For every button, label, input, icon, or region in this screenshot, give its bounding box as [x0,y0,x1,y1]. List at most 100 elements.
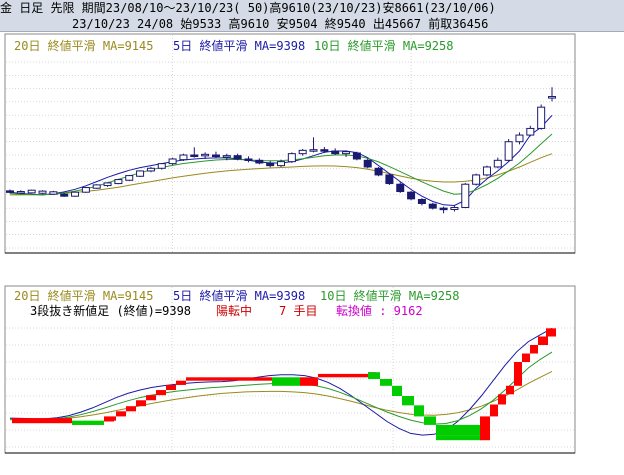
brick-down [392,385,402,396]
candle [125,174,134,181]
candle [309,137,318,153]
brick-up [538,336,548,345]
chart-header-line2: 23/10/23 24/08 始9533 高9610 安9504 終9540 出… [0,16,624,32]
candle-body-up [16,191,25,194]
candle [342,150,351,157]
top-panel-frame [4,33,576,254]
candle [136,170,145,177]
candle-body-up [27,189,36,194]
candle [472,173,481,186]
candle [439,206,448,214]
candle-body-down [385,174,394,185]
candle-body-down [428,203,437,209]
candle-body-up [298,149,307,155]
candle-body-up [201,153,210,157]
brick-down [272,377,300,386]
candle-body-up [222,155,231,158]
brick-up [156,390,166,396]
candle-body-down [244,158,253,161]
candle-body-up [71,191,80,197]
candle-body-up [548,96,556,99]
candle-body-up [309,149,318,152]
candle [385,173,394,185]
brick-up [490,404,498,417]
candle [515,132,524,145]
candle-body-up [277,161,285,167]
candle [49,190,58,195]
candle-body-up [179,154,188,161]
candle-body-down [417,199,426,204]
brick-up [522,353,530,362]
candle-body-down [320,149,329,152]
chart-header-line1: 金 日足 先限 期間23/08/10～23/10/23( 50)高9610(23… [0,0,624,17]
bottom-panel-grid [6,287,574,452]
top-panel-grid [6,35,574,252]
brick-down [436,424,480,436]
brick-up [116,411,126,417]
bottom-legend-ma10: 10日 終値平滑 MA=9258 [320,288,459,303]
candle [396,182,405,193]
brick-up [104,416,116,421]
brick-down [402,396,414,406]
brick-up [506,385,514,395]
bottom-ma-line-20 [10,370,553,421]
candle [537,104,546,130]
brick-up [546,328,556,337]
brick-down [380,379,392,386]
candle [201,152,210,159]
candle [168,157,177,165]
bottom-info-turn: 転換値 : 9162 [336,303,423,318]
candle [60,192,69,197]
candle-body-up [515,134,524,143]
candle [482,165,491,177]
candle-body-down [439,207,448,211]
candle [6,189,14,194]
candle [504,139,513,162]
candle-body-down [211,154,220,157]
candle [320,147,329,154]
brick-down [414,405,424,417]
brick-up [318,373,368,378]
candle-body-up [482,166,491,176]
brick-up [186,377,272,381]
brick-up [498,394,506,405]
brick-down [424,416,436,425]
candle [266,160,275,168]
top-panel-candles [6,87,556,214]
brick-down [72,420,104,425]
brick-up [514,362,522,386]
bottom-info-main: 3段抜き新値足 (終値)=9398 [30,303,191,318]
top-ma-line-20 [10,153,553,196]
candle [211,151,220,159]
candle-body-down [331,150,340,155]
candle [114,178,123,185]
candle [255,158,264,165]
candle-body-down [396,183,405,193]
candle-body-up [537,106,546,129]
candle [374,166,383,177]
candle-body-down [266,162,275,167]
candle-body-up [38,190,47,194]
candle [526,125,535,137]
bottom-legend-ma20: 20日 終値平滑 MA=9145 [14,288,153,303]
candle-body-down [363,159,372,168]
top-legend-ma10: 10日 終値平滑 MA=9258 [314,38,453,53]
candle-body-up [81,187,90,193]
candle [287,152,296,163]
candle-body-up [526,127,535,136]
candle [157,162,166,170]
candle [493,157,502,169]
candle [38,190,47,195]
candle-body-up [103,182,112,187]
candle-body-up [125,175,134,181]
bottom-panel-bricks [12,328,556,441]
candle-body-up [342,151,351,155]
candle-body-up [157,163,166,169]
candle-body-up [461,183,470,208]
brick-up [12,418,72,424]
candle [428,202,437,210]
bottom-info-trend: 陽転中 [216,303,252,318]
candle [417,198,426,206]
brick-up [136,400,146,407]
candle-body-down [190,154,199,157]
